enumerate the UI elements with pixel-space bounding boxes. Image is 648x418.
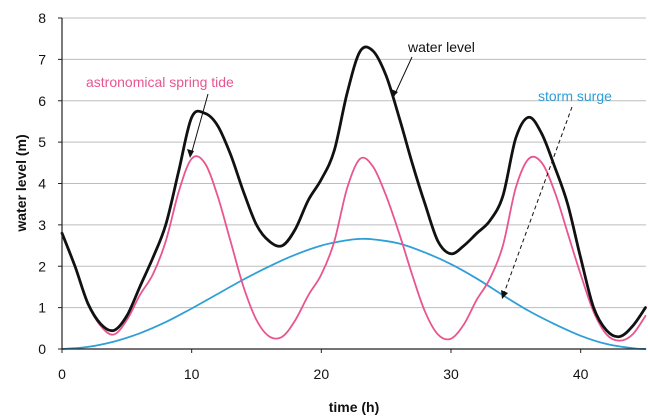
- x-tick-label: 30: [443, 366, 459, 382]
- water-level-label: water level: [407, 39, 475, 55]
- series-astronomical-spring-tide-line: [61, 155, 647, 342]
- series-lines: [60, 45, 647, 350]
- y-tick-label: 1: [38, 300, 46, 316]
- storm-surge-label: storm surge: [538, 88, 612, 104]
- y-tick-label: 7: [38, 51, 46, 67]
- water-level-arrow: [393, 56, 413, 97]
- spring-tide-arrowhead: [187, 149, 194, 158]
- tick-labels: 0 1 2 3 4 5 6 7 8 0 10 20 30 40: [38, 10, 588, 382]
- y-tick-label: 3: [38, 217, 46, 233]
- series-storm-surge-line: [61, 237, 647, 350]
- y-tick-label: 0: [38, 341, 46, 357]
- x-tick-label: 40: [573, 366, 589, 382]
- y-tick-label: 8: [38, 10, 46, 26]
- annotations: water level astronomical spring tide sto…: [86, 39, 612, 299]
- spring-tide-label: astronomical spring tide: [86, 74, 234, 90]
- x-tick-label: 20: [314, 366, 330, 382]
- gridlines: [62, 17, 646, 309]
- storm-surge-arrowhead: [501, 290, 508, 299]
- water-level-arrowhead: [391, 89, 398, 98]
- spring-tide-arrow: [190, 93, 209, 156]
- x-tick-label: 0: [58, 366, 66, 382]
- x-tick-label: 10: [184, 366, 200, 382]
- y-tick-label: 5: [38, 134, 46, 150]
- y-tick-label: 6: [38, 93, 46, 109]
- y-axis-title: water level (m): [13, 134, 29, 232]
- series-water-level-line: [60, 45, 647, 339]
- y-tick-label: 2: [38, 258, 46, 274]
- storm-surge-arrow: [502, 106, 573, 297]
- x-axis-title: time (h): [329, 399, 380, 415]
- y-tick-label: 4: [38, 176, 46, 192]
